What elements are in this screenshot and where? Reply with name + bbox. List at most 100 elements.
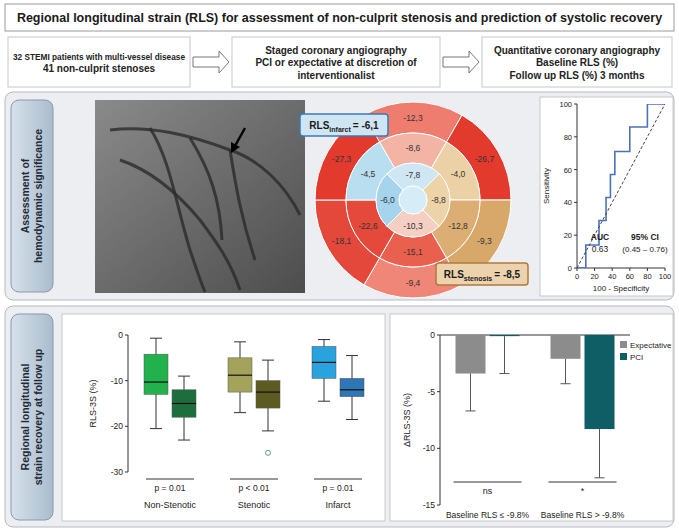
axis <box>577 268 665 269</box>
chart-panel <box>62 314 385 521</box>
p-line <box>314 479 362 480</box>
rls-text: RLSinfarct= -6,1 <box>309 120 379 133</box>
tick <box>125 472 128 473</box>
p-value: p < 0.01 <box>239 483 270 493</box>
tick-label: 0 <box>118 330 123 340</box>
tick-label: 0 <box>575 272 579 281</box>
tick <box>574 202 577 203</box>
vessel <box>150 128 205 292</box>
rls-box <box>300 114 388 136</box>
tick <box>125 426 128 427</box>
segment-value: -9,4 <box>406 278 421 288</box>
whisker-cap <box>262 360 274 361</box>
rls-text: RLSstenosis= -8,5 <box>444 269 521 282</box>
flow-text: 41 non-culprit stenoses <box>43 63 156 74</box>
significance: * <box>581 486 585 496</box>
legend-swatch <box>620 341 627 348</box>
legend-label: PCI <box>630 353 643 362</box>
roc-line <box>577 104 665 268</box>
whisker-cap <box>234 412 246 413</box>
arrow-head <box>231 142 240 153</box>
axis <box>577 104 578 268</box>
side-label: Assessment of <box>19 158 31 233</box>
p-value: p = 0.01 <box>155 483 186 493</box>
tick <box>437 391 440 392</box>
tick <box>574 235 577 236</box>
whisker-cap <box>150 338 162 339</box>
plot-area <box>577 104 665 268</box>
axis-label: 100 - Specificity <box>593 284 649 293</box>
bar <box>490 335 520 336</box>
flow-text: Quantitative coronary angiography <box>494 45 661 56</box>
whisker-cap <box>178 376 190 377</box>
tick-label: 20 <box>590 272 598 281</box>
bar <box>585 335 615 429</box>
tick-label: 60 <box>564 166 572 175</box>
tick-label: 100 <box>659 272 672 281</box>
tick-label: 40 <box>564 198 572 207</box>
box-chart: -30-20-100RLS-3S (%)Non-Stenoticp = 0.01… <box>88 330 364 510</box>
tick-label: -30 <box>111 467 124 477</box>
flow-box <box>8 37 190 87</box>
whisker-cap <box>234 341 246 342</box>
flow-text: 32 STEMI patients with multi-vessel dise… <box>13 53 185 62</box>
median <box>228 375 252 376</box>
tick-label: 0 <box>430 330 435 340</box>
rls-value: = -6,1 <box>353 120 379 131</box>
category-label: Infarct <box>325 500 351 510</box>
tick-label: 40 <box>608 272 616 281</box>
tick <box>125 380 128 381</box>
flow-text: Staged coronary angiography <box>265 45 407 56</box>
axis <box>128 335 129 472</box>
tick <box>574 169 577 170</box>
segment-value: -26,7 <box>475 154 495 164</box>
tick-label: 80 <box>564 133 572 142</box>
bar-chart: -15-10-50ΔRLS-3S (%)Baseline RLS ≤ -9.8%… <box>402 330 630 520</box>
flow-arrow <box>443 51 479 73</box>
side-label-box <box>11 314 53 520</box>
segment-value: -12,8 <box>448 221 468 231</box>
box <box>312 346 336 378</box>
whisker-cap <box>150 428 162 429</box>
error-bar <box>504 336 505 373</box>
bar <box>456 335 486 374</box>
box <box>340 378 364 396</box>
sig-line <box>549 482 617 483</box>
axis-label: Sensitivity <box>542 168 551 204</box>
plot-area <box>144 338 364 455</box>
tick <box>574 104 577 105</box>
flow-box <box>482 37 672 87</box>
segment-value: -18,1 <box>332 236 352 246</box>
tick-label: -20 <box>111 421 124 431</box>
segment-value: -15,1 <box>403 247 423 257</box>
segment-value: -4,5 <box>361 169 376 179</box>
tick-label: -15 <box>423 500 436 510</box>
tick-label: 60 <box>626 272 634 281</box>
title-box <box>5 4 674 31</box>
annotation: 0.63 <box>592 244 609 254</box>
tick-label: 100 <box>559 100 572 109</box>
title: Regional longitudinal strain (RLS) for a… <box>17 11 662 25</box>
arrow <box>235 128 245 146</box>
segment-value: -9,3 <box>477 236 492 246</box>
tick <box>577 268 578 271</box>
tick <box>594 268 595 271</box>
roc-chart: 020406080100020406080100Sensitivity100 -… <box>542 100 671 293</box>
tick-label: -5 <box>427 387 435 397</box>
rls-sub: infarct <box>329 126 351 133</box>
tick-label: -10 <box>423 443 436 453</box>
category-label: Baseline RLS > -9.8% <box>541 510 625 520</box>
roc-line <box>577 104 665 268</box>
category-label: Non-Stenotic <box>144 500 197 510</box>
error-bar <box>565 359 566 384</box>
tick <box>437 505 440 506</box>
segment-value: -12,3 <box>403 113 423 123</box>
error-bar <box>599 429 600 478</box>
apex <box>399 186 427 214</box>
angiogram-image <box>95 100 305 293</box>
vessel <box>120 160 240 290</box>
tick <box>574 136 577 137</box>
significance: ns <box>483 486 493 496</box>
flow-box <box>232 37 440 87</box>
box <box>228 358 252 392</box>
